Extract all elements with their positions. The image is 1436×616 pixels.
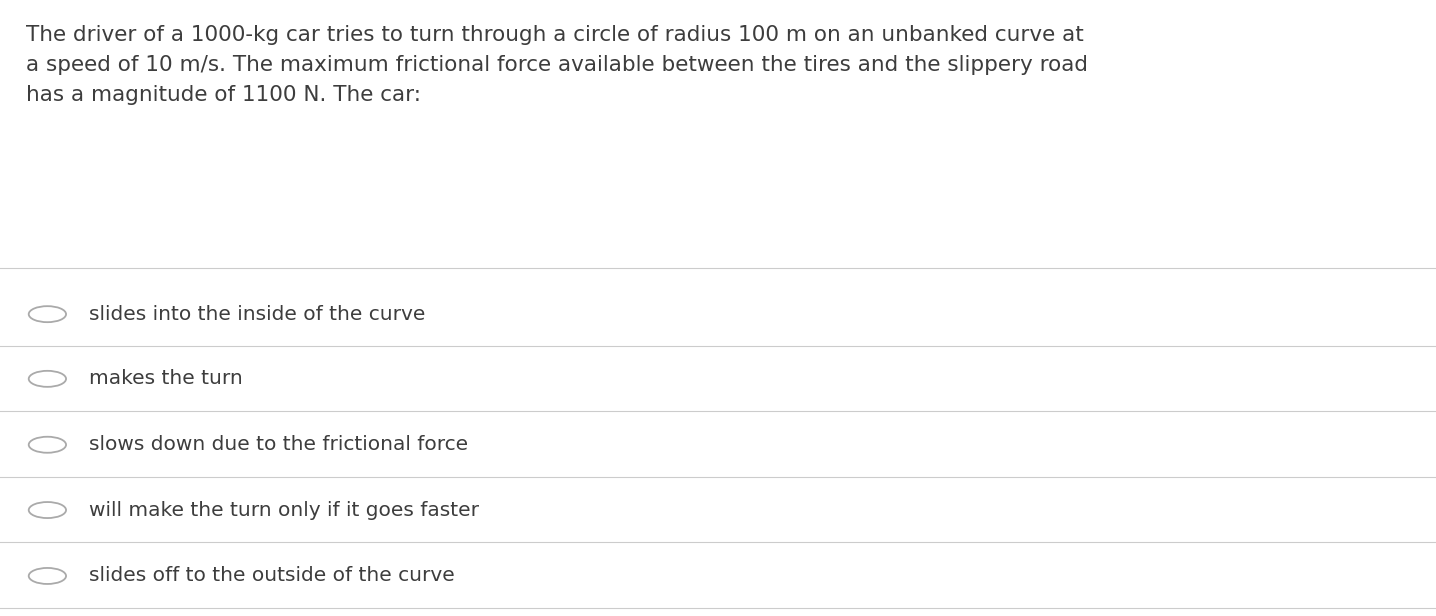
- Text: The driver of a 1000-kg car tries to turn through a circle of radius 100 m on an: The driver of a 1000-kg car tries to tur…: [26, 25, 1088, 105]
- Text: will make the turn only if it goes faster: will make the turn only if it goes faste…: [89, 501, 480, 519]
- Text: slows down due to the frictional force: slows down due to the frictional force: [89, 436, 468, 454]
- Text: slides into the inside of the curve: slides into the inside of the curve: [89, 305, 425, 323]
- Text: slides off to the outside of the curve: slides off to the outside of the curve: [89, 567, 455, 585]
- Text: makes the turn: makes the turn: [89, 370, 243, 388]
